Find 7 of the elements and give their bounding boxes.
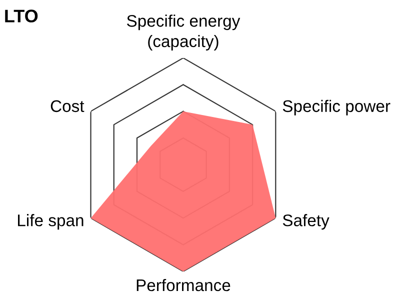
chart-title: LTO (5, 10, 38, 22)
spoke-label: Specific power (282, 100, 390, 116)
spoke-label: Performance (136, 278, 230, 292)
spoke-label: Cost (50, 100, 84, 112)
spoke-label: Life span (18, 214, 84, 230)
spoke-label: Safety (282, 214, 330, 230)
spoke-label: Specific energy (capacity) (126, 14, 240, 50)
